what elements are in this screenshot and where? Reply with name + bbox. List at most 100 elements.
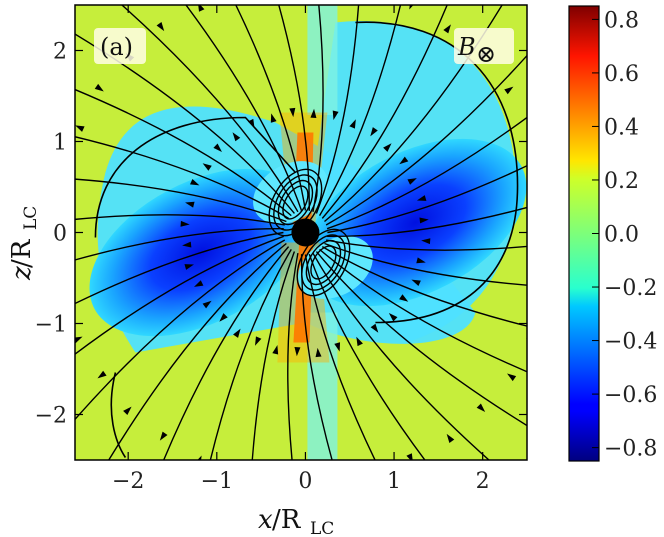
streamline xyxy=(315,251,527,427)
x-axis-label-prefix: /R xyxy=(272,505,302,535)
streamline-arrow xyxy=(255,336,262,346)
closed-loop xyxy=(268,168,323,237)
x-tick-label: −1 xyxy=(201,469,233,494)
streamline xyxy=(308,253,426,460)
x-tick-label: 0 xyxy=(298,469,312,494)
streamline-arrow xyxy=(388,313,398,322)
streamline xyxy=(75,231,284,305)
streamline xyxy=(324,5,503,223)
streamline-arrow xyxy=(94,83,104,92)
streamline-arrow xyxy=(541,164,551,172)
streamline-arrow xyxy=(315,347,322,358)
streamline-arrow xyxy=(197,5,205,12)
streamline-arrow xyxy=(195,455,202,460)
y-tick-label: 1 xyxy=(53,131,67,156)
streamline xyxy=(325,239,527,251)
streamline-arrow xyxy=(180,220,190,227)
streamline-arrow xyxy=(202,300,212,309)
closed-loop xyxy=(301,234,346,291)
streamline-arrow xyxy=(356,336,363,347)
streamline xyxy=(319,248,527,373)
streamline xyxy=(235,5,307,211)
streamline xyxy=(162,246,290,460)
streamline xyxy=(312,5,324,212)
streamline-arrow xyxy=(232,132,241,142)
streamline-arrow xyxy=(349,119,356,129)
colorbar xyxy=(568,5,600,462)
x-axis-label: x /R LC xyxy=(258,505,334,537)
streamline xyxy=(75,136,289,219)
streamline-arrow xyxy=(156,21,165,32)
neutron-star xyxy=(291,218,320,247)
streamline-arrow xyxy=(97,370,107,379)
streamline-arrow xyxy=(51,251,60,258)
streamline-arrow xyxy=(185,201,195,208)
streamline xyxy=(287,253,299,460)
y-tick-label: −1 xyxy=(35,313,67,338)
separatrix xyxy=(110,372,127,458)
closed-loop xyxy=(273,174,318,231)
y-tick-label: 2 xyxy=(53,40,67,65)
x-axis-label-sub: LC xyxy=(310,519,334,537)
streamline xyxy=(75,227,284,261)
colorbar-tick-label: −0.2 xyxy=(604,276,657,301)
streamline-arrow xyxy=(446,433,455,444)
streamline-arrow xyxy=(526,333,527,340)
streamline xyxy=(75,88,292,217)
streamline xyxy=(300,254,333,460)
panel-label: (a) xyxy=(94,28,146,64)
streamline xyxy=(209,248,292,460)
streamline xyxy=(321,246,527,327)
streamline-arrow xyxy=(370,127,378,137)
colorbar-tick-label: −0.8 xyxy=(604,437,657,462)
streamline-arrow xyxy=(123,406,132,416)
x-ticks: −2 −1 0 1 2 xyxy=(112,5,490,494)
closed-loop xyxy=(282,185,309,220)
streamline-arrow xyxy=(416,257,426,264)
streamline-arrow xyxy=(443,24,451,34)
colorbar-tick-label: 0.0 xyxy=(604,223,639,248)
streamline-arrow xyxy=(184,264,194,270)
streamline-arrow xyxy=(504,86,514,95)
streamline xyxy=(278,5,310,211)
streamline-arrow xyxy=(213,143,222,152)
x-tick-label: −2 xyxy=(112,469,144,494)
colorbar-tick-label: 0.6 xyxy=(604,62,639,87)
streamline-arrow xyxy=(411,279,421,287)
streamline-arrow xyxy=(416,195,427,201)
streamline-arrow xyxy=(237,468,245,478)
streamline xyxy=(107,242,287,460)
streamline-arrow xyxy=(202,163,212,171)
y-axis-label-sub: LC xyxy=(21,206,41,230)
streamline-arrow xyxy=(52,208,61,215)
y-axis-label-prefix: /R xyxy=(7,238,37,268)
streamline-arrow xyxy=(409,5,416,10)
streamline-arrow xyxy=(549,251,558,258)
closed-loop xyxy=(305,239,342,286)
closed-loop xyxy=(296,228,351,297)
streamline-arrow xyxy=(383,143,392,152)
streamline xyxy=(327,206,527,238)
streamline-arrow xyxy=(272,345,279,355)
streamline-arrow xyxy=(332,110,339,120)
cyan-strip-bottom xyxy=(307,312,338,460)
streamline-arrow xyxy=(219,313,228,322)
colorbar-tick-label: 0.2 xyxy=(604,169,639,194)
streamline xyxy=(321,5,448,219)
streamline-arrow xyxy=(507,373,517,382)
streamline-arrow xyxy=(399,294,409,302)
colorbar-tick-label: −0.6 xyxy=(604,383,657,408)
streamline xyxy=(325,54,527,226)
streamline-arrow xyxy=(421,238,431,245)
streamline xyxy=(75,178,287,223)
streamline-arrow xyxy=(370,323,379,333)
field-label: B ⊗ xyxy=(454,28,514,68)
streamline-arrow xyxy=(280,477,287,486)
streamline-arrow xyxy=(550,207,559,214)
y-ticks: −2 −1 0 1 2 xyxy=(35,40,527,429)
streamline-arrow xyxy=(190,178,200,186)
streamline xyxy=(304,254,376,460)
colorbar-ticks: 0.8 0.6 0.4 0.2 0.0 −0.2 −0.4 −0.6 −0.8 xyxy=(592,8,657,462)
colorbar-tick-label: 0.8 xyxy=(604,8,639,33)
